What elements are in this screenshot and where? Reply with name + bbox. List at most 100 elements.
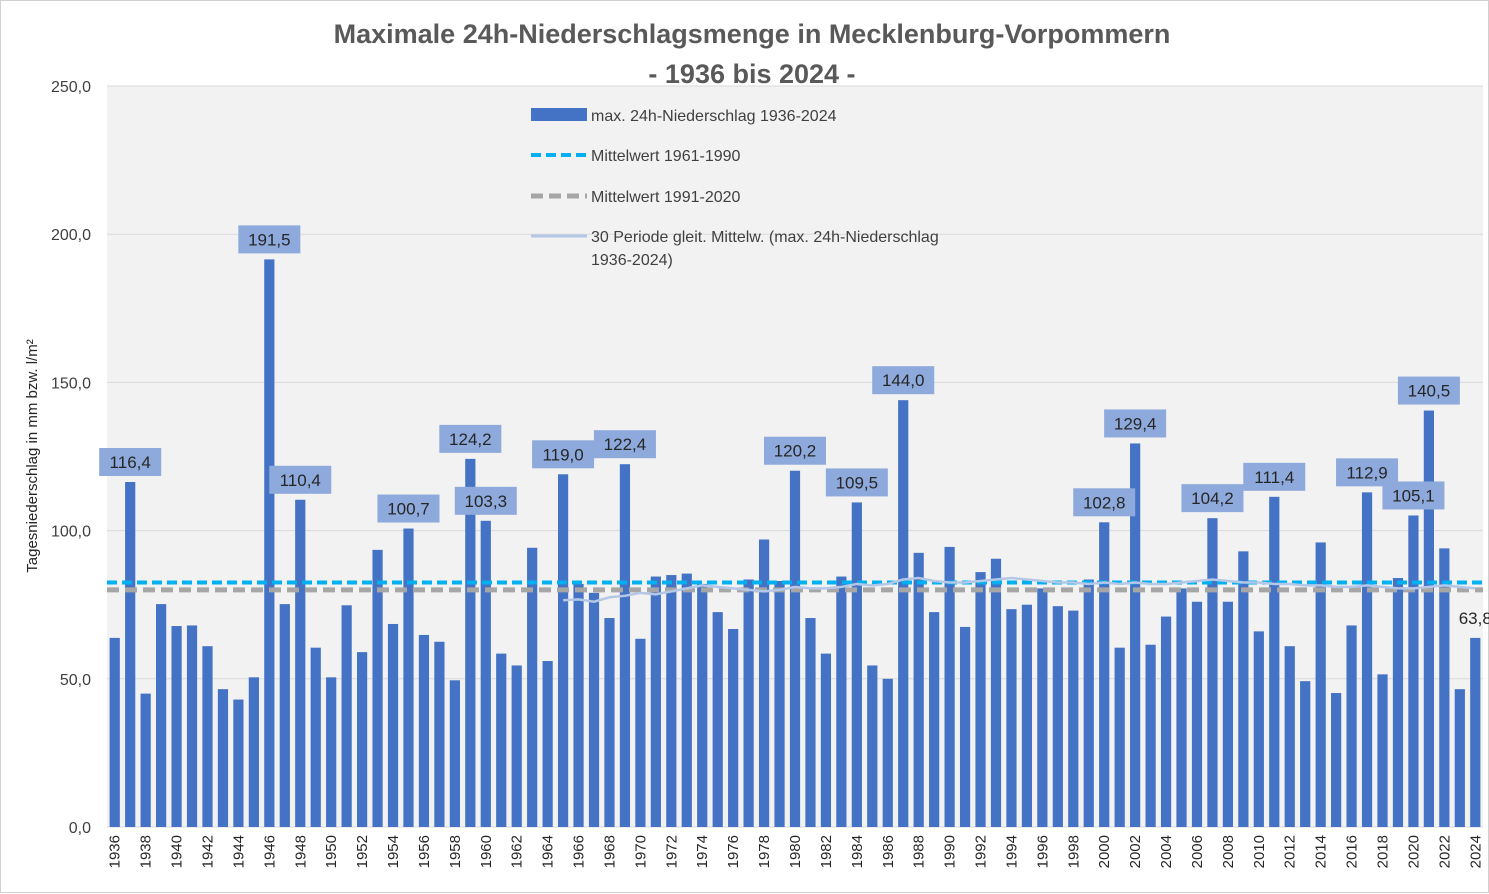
bar-1982 bbox=[820, 653, 832, 827]
bar-1958 bbox=[449, 680, 460, 827]
y-tick-label: 250,0 bbox=[51, 79, 91, 96]
y-axis-label: Tagesniederschlag in mm bzw. l/m² bbox=[24, 339, 41, 572]
bar-1981 bbox=[805, 618, 816, 827]
bar-1972 bbox=[666, 575, 677, 827]
bar-1970 bbox=[635, 638, 646, 827]
data-label-1984: 109,5 bbox=[836, 473, 879, 492]
bar-1979 bbox=[774, 580, 785, 827]
bar-2017 bbox=[1361, 492, 1373, 827]
bar-2013 bbox=[1300, 681, 1311, 827]
chart-subtitle: - 1936 bis 2024 - bbox=[648, 59, 855, 89]
bar-2002 bbox=[1130, 443, 1141, 827]
bar-2019 bbox=[1392, 578, 1404, 827]
data-label-box-1987 bbox=[872, 366, 935, 395]
bar-2024 bbox=[1470, 637, 1481, 827]
bar-2003 bbox=[1145, 644, 1156, 827]
bar-1955 bbox=[403, 528, 414, 827]
bar-1952 bbox=[356, 652, 368, 827]
y-tick-label: 100,0 bbox=[51, 524, 91, 541]
bar-1989 bbox=[929, 612, 940, 827]
x-tick-label: 2012 bbox=[1282, 835, 1299, 868]
x-tick-label: 2008 bbox=[1220, 835, 1237, 868]
data-label-1946: 191,5 bbox=[248, 230, 291, 249]
x-tick-label: 2004 bbox=[1158, 835, 1175, 868]
data-label-2002: 129,4 bbox=[1114, 414, 1157, 433]
x-tick-label: 1974 bbox=[694, 835, 711, 868]
x-tick-label: 1958 bbox=[447, 835, 464, 868]
bars bbox=[109, 259, 1481, 827]
data-label-1987: 144,0 bbox=[882, 371, 925, 390]
x-tick-label: 2018 bbox=[1375, 835, 1392, 868]
data-label-box-1955 bbox=[377, 494, 440, 523]
x-tick-label: 1978 bbox=[756, 835, 773, 868]
data-label-box-2021 bbox=[1397, 376, 1460, 405]
data-label-1948: 110,4 bbox=[280, 471, 321, 490]
bar-1992 bbox=[975, 572, 986, 827]
data-label-1959: 124,2 bbox=[449, 430, 492, 449]
series-lines bbox=[107, 576, 1483, 604]
x-tick-label: 2020 bbox=[1405, 835, 1422, 868]
data-label-1969: 122,4 bbox=[604, 435, 647, 454]
bar-1943 bbox=[217, 689, 229, 827]
x-tick-label: 1996 bbox=[1034, 835, 1051, 868]
data-label-1965: 119,0 bbox=[542, 445, 583, 464]
bar-1980 bbox=[789, 470, 801, 827]
data-label-2021: 140,5 bbox=[1408, 382, 1451, 401]
data-label-box-2011 bbox=[1243, 462, 1306, 491]
bar-1963 bbox=[527, 547, 538, 827]
bar-1987 bbox=[898, 400, 909, 827]
bar-1941 bbox=[186, 625, 198, 827]
x-tick-label: 1940 bbox=[169, 835, 186, 868]
data-label-box-2000 bbox=[1073, 488, 1136, 517]
data-label-box-2007 bbox=[1181, 484, 1244, 513]
bar-2014 bbox=[1315, 542, 1326, 827]
x-axis-ticks: 1936 1938 1940 1942 1944 1946 1948 1950 1952 1954… bbox=[107, 835, 1485, 868]
x-tick-label: 1946 bbox=[261, 835, 278, 868]
bar-2007 bbox=[1207, 518, 1218, 827]
bar-1947 bbox=[279, 604, 290, 827]
data-label-box-1965 bbox=[532, 440, 595, 469]
bar-1976 bbox=[728, 629, 739, 827]
bar-2004 bbox=[1160, 616, 1172, 827]
x-tick-label: 1970 bbox=[632, 835, 649, 868]
x-tick-label: 2014 bbox=[1313, 835, 1330, 868]
bar-1959 bbox=[465, 458, 476, 827]
bar-1991 bbox=[959, 626, 971, 827]
bar-1936 bbox=[109, 637, 120, 827]
bar-1953 bbox=[372, 549, 383, 827]
bar-2012 bbox=[1284, 646, 1295, 827]
data-label-2000: 102,8 bbox=[1083, 493, 1126, 512]
x-tick-label: 1992 bbox=[973, 835, 990, 868]
bar-1944 bbox=[233, 699, 244, 827]
data-label-box-1969 bbox=[593, 430, 656, 459]
legend-label-mean-1961-1990: Mittelwert 1961-1990 bbox=[591, 148, 741, 165]
x-tick-label: 1950 bbox=[323, 835, 340, 868]
bar-1986 bbox=[882, 678, 893, 827]
bar-2000 bbox=[1099, 522, 1110, 827]
bar-2016 bbox=[1346, 625, 1357, 827]
data-label-1980: 120,2 bbox=[774, 442, 817, 461]
bar-2015 bbox=[1331, 693, 1342, 827]
legend-label-moving-average-1: 30 Periode gleit. Mittelw. (max. 24h-Nie… bbox=[591, 229, 939, 246]
x-tick-label: 2016 bbox=[1344, 835, 1361, 868]
bar-2005 bbox=[1176, 588, 1187, 827]
bar-2009 bbox=[1238, 551, 1249, 827]
x-tick-label: 2000 bbox=[1096, 835, 1113, 868]
bar-1985 bbox=[867, 665, 878, 827]
bar-1969 bbox=[619, 464, 631, 827]
bar-2020 bbox=[1408, 515, 1419, 827]
bar-2001 bbox=[1114, 647, 1125, 827]
y-tick-label: 150,0 bbox=[51, 375, 91, 392]
data-label-box-1984 bbox=[825, 468, 888, 497]
x-tick-label: 1966 bbox=[571, 835, 588, 868]
bar-1961 bbox=[496, 653, 507, 827]
legend-label-bars: max. 24h-Niederschlag 1936-2024 bbox=[591, 108, 837, 125]
bar-1993 bbox=[990, 558, 1002, 827]
bar-1960 bbox=[480, 520, 491, 827]
legend-label-moving-average-2: 1936-2024) bbox=[591, 252, 673, 269]
data-label-box-1948 bbox=[269, 465, 332, 494]
x-tick-label: 1980 bbox=[787, 835, 804, 868]
bar-1949 bbox=[310, 647, 321, 827]
bar-1995 bbox=[1021, 604, 1033, 827]
data-label-2007: 104,2 bbox=[1191, 489, 1234, 508]
